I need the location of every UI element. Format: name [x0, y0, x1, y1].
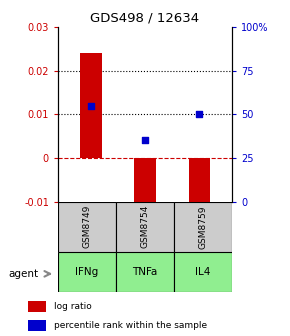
- Text: percentile rank within the sample: percentile rank within the sample: [54, 321, 207, 330]
- Text: log ratio: log ratio: [54, 302, 92, 311]
- Point: [88, 103, 93, 108]
- Bar: [116, 252, 174, 292]
- Bar: [28, 301, 46, 312]
- Text: IL4: IL4: [195, 267, 211, 277]
- Bar: [188, 158, 210, 202]
- Text: IFNg: IFNg: [75, 267, 99, 277]
- Bar: [80, 53, 101, 158]
- Point: [197, 112, 202, 117]
- Bar: [116, 202, 174, 252]
- Text: GSM8754: GSM8754: [140, 205, 150, 249]
- Bar: [174, 202, 232, 252]
- Text: TNFa: TNFa: [132, 267, 158, 277]
- Text: agent: agent: [9, 269, 39, 279]
- Bar: [58, 252, 116, 292]
- Point: [143, 138, 147, 143]
- Bar: [174, 252, 232, 292]
- Text: GSM8749: GSM8749: [82, 205, 92, 249]
- Bar: [28, 320, 46, 331]
- Text: GDS498 / 12634: GDS498 / 12634: [90, 12, 200, 25]
- Bar: [134, 158, 156, 206]
- Text: GSM8759: GSM8759: [198, 205, 208, 249]
- Bar: [58, 202, 116, 252]
